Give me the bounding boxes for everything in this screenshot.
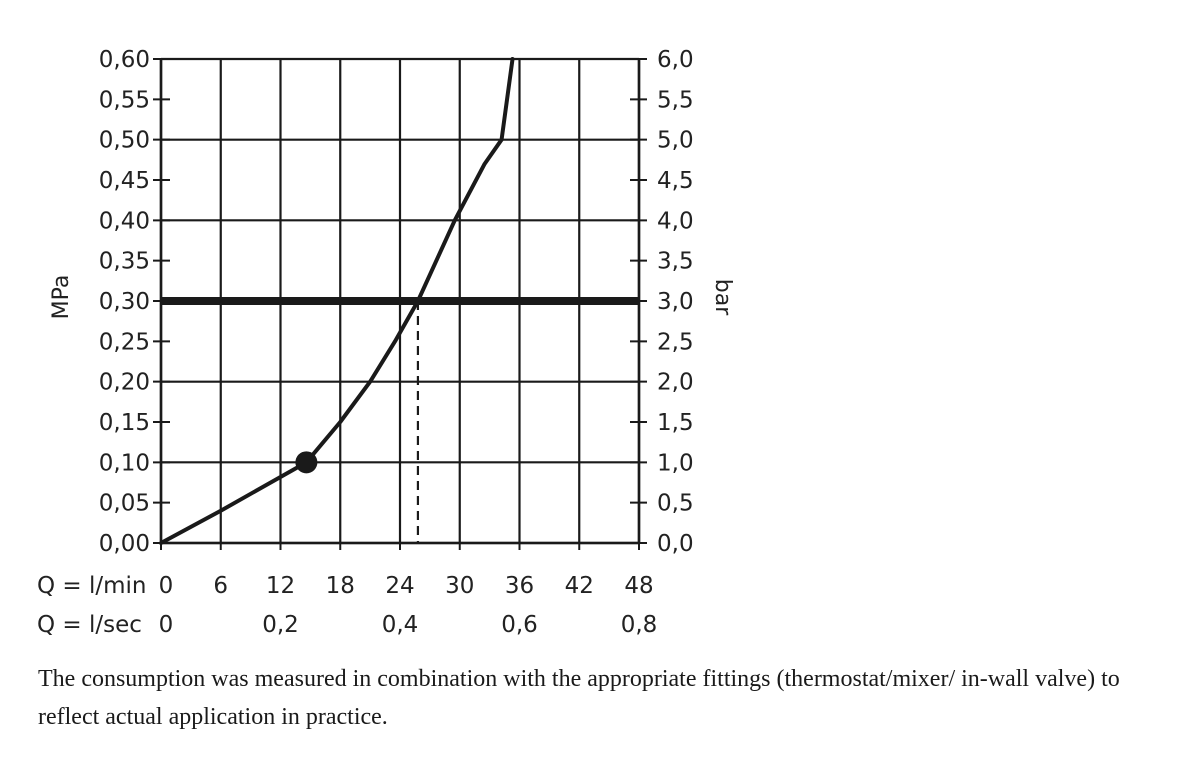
x-axis-label-lmin: Q = l/min: [37, 573, 147, 599]
right-tick-label: 2,0: [657, 370, 694, 396]
left-tick-label: 0,25: [99, 329, 150, 355]
right-tick-label: 4,0: [657, 208, 694, 234]
right-tick-label: 4,5: [657, 168, 694, 194]
left-axis-title: MPa: [49, 275, 74, 320]
right-tick-label: 3,0: [657, 289, 694, 315]
x-tick-label-lmin: 48: [624, 573, 653, 599]
left-tick-label: 0,10: [99, 450, 150, 476]
x-tick-label-lsec: 0: [159, 612, 174, 638]
x-tick-label-lmin: 12: [266, 573, 295, 599]
right-tick-label: 0,5: [657, 491, 694, 517]
left-tick-label: 0,40: [99, 208, 150, 234]
pressure-flow-chart: 0,000,050,100,150,200,250,300,350,400,45…: [37, 47, 735, 638]
x-tick-label-lmin: 18: [326, 573, 355, 599]
left-tick-label: 0,45: [99, 168, 150, 194]
right-tick-label: 1,0: [657, 450, 694, 476]
x-tick-label-lsec: 0,4: [382, 612, 419, 638]
x-tick-label-lsec: 0,2: [262, 612, 299, 638]
right-tick-label: 0,0: [657, 531, 694, 557]
left-tick-label: 0,50: [99, 128, 150, 154]
right-tick-label: 5,5: [657, 87, 694, 113]
x-tick-label-lmin: 24: [385, 573, 414, 599]
left-tick-label: 0,60: [99, 47, 150, 73]
right-tick-label: 2,5: [657, 329, 694, 355]
left-tick-label: 0,30: [99, 289, 150, 315]
left-tick-label: 0,55: [99, 87, 150, 113]
x-tick-label-lmin: 30: [445, 573, 474, 599]
marker-point: [295, 451, 318, 474]
right-axis-title: bar: [710, 279, 735, 316]
right-tick-label: 1,5: [657, 410, 694, 436]
left-tick-label: 0,15: [99, 410, 150, 436]
x-tick-label-lmin: 6: [213, 573, 228, 599]
x-tick-label-lmin: 42: [565, 573, 594, 599]
x-tick-label-lsec: 0,6: [501, 612, 538, 638]
tick-labels: 0,000,050,100,150,200,250,300,350,400,45…: [99, 47, 694, 638]
x-tick-label-lsec: 0,8: [621, 612, 658, 638]
chart-caption: The consumption was measured in combinat…: [38, 666, 1120, 730]
right-tick-label: 3,5: [657, 249, 694, 275]
left-tick-label: 0,20: [99, 370, 150, 396]
axes: [153, 58, 647, 550]
right-tick-label: 5,0: [657, 128, 694, 154]
left-tick-label: 0,05: [99, 491, 150, 517]
series-line: [159, 57, 515, 545]
series-group: [159, 57, 515, 545]
x-tick-label-lmin: 36: [505, 573, 534, 599]
left-tick-label: 0,35: [99, 249, 150, 275]
x-axis-label-lsec: Q = l/sec: [37, 612, 142, 638]
right-tick-label: 6,0: [657, 47, 694, 73]
x-tick-label-lmin: 0: [159, 573, 174, 599]
left-tick-label: 0,00: [99, 531, 150, 557]
